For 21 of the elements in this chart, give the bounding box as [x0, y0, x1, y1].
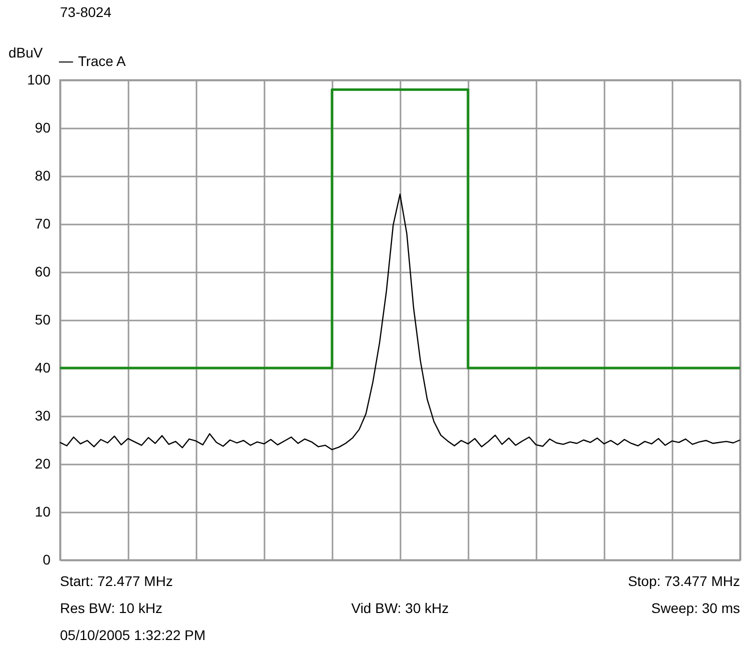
y-axis-title: dBuV	[8, 44, 44, 60]
y-tick-label: 0	[42, 552, 51, 568]
y-tick-label: 30	[34, 408, 51, 424]
text: 05/10/2005 1:32:22 PM	[60, 627, 206, 643]
text: Stop: 73.477 MHz	[628, 573, 740, 589]
y-tick-label: 100	[27, 72, 51, 88]
text: Start: 72.477 MHz	[60, 573, 173, 589]
y-tick-label: 20	[34, 456, 51, 472]
text: Res BW: 10 kHz	[60, 600, 162, 616]
line-series	[59, 194, 741, 450]
text: Vid BW: 30 kHz	[351, 600, 449, 616]
y-tick-label: 90	[34, 120, 51, 136]
y-tick-label: 80	[34, 168, 51, 184]
y-tick-label: 60	[34, 264, 51, 280]
y-tick-label: 10	[34, 504, 51, 520]
y-tick-label: 50	[34, 312, 51, 328]
text: Sweep: 30 ms	[651, 600, 740, 616]
y-tick-label: 40	[34, 360, 51, 376]
legend-label: Trace A	[78, 53, 126, 69]
chart-title: 73-8024	[60, 4, 112, 20]
y-tick-label: 70	[34, 216, 51, 232]
